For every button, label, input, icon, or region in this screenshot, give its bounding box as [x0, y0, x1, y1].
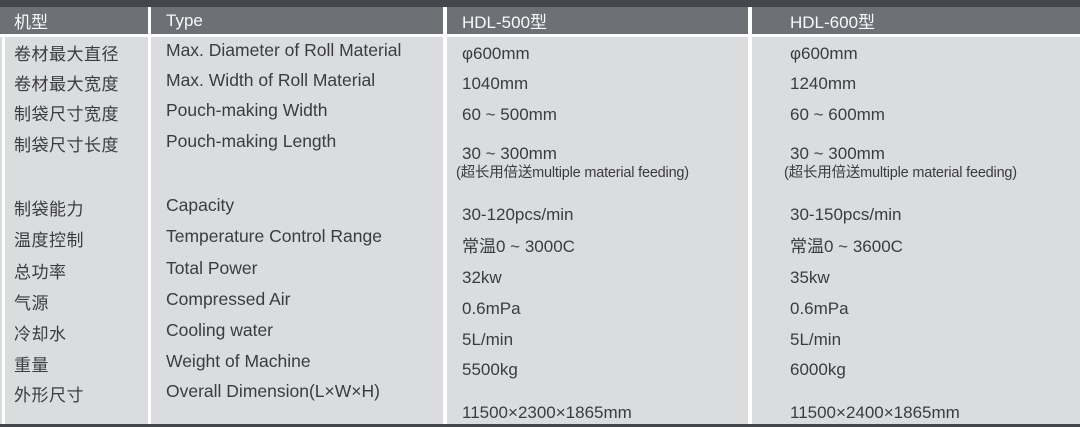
spec-label-cn: 制袋尺寸宽度 [14, 105, 119, 124]
spec-label-cn: 卷材最大直径 [14, 45, 119, 64]
spec-row-compressed-air: 气源 Compressed Air 0.6mPa 0.6mPa [0, 286, 1080, 318]
spec-row-pouch-width: 制袋尺寸宽度 Pouch-making Width 60 ~ 500mm 60 … [0, 97, 1080, 128]
spec-value-hdl500: 30 ~ 300mm (超长用倍送multiple material feedi… [445, 128, 750, 192]
spec-label-cn: 冷却水 [14, 325, 67, 344]
spec-value-hdl500: 30-120pcs/min [462, 205, 574, 224]
spec-value-hdl600: φ600mm [790, 44, 858, 63]
spec-row-total-power: 总功率 Total Power 32kw 35kw [0, 255, 1080, 287]
spec-value-hdl600: 6000kg [790, 360, 846, 379]
spec-label-cn: 制袋能力 [14, 200, 84, 219]
spec-value-hdl600: 5L/min [790, 330, 842, 349]
spec-value-hdl500: 11500×2300×1865mm [462, 403, 632, 422]
spec-value-hdl500: 60 ~ 500mm [462, 105, 557, 124]
spec-label-cn: 外形尺寸 [14, 386, 84, 405]
header-hdl500: HDL-500型 [462, 13, 548, 32]
value-note: (超长用倍送multiple material feeding) [456, 165, 689, 181]
left-edge-divider [2, 37, 5, 424]
column-divider-hdl500-hdl600 [748, 7, 752, 424]
spec-label-en: Weight of Machine [166, 351, 311, 371]
header-model: 机型 [14, 13, 48, 32]
spec-label-cn: 气源 [14, 294, 49, 313]
spec-row-temperature: 温度控制 Temperature Control Range 常温0 ~ 300… [0, 223, 1080, 256]
spec-label-en: Pouch-making Width [166, 100, 328, 120]
spec-label-cn: 制袋尺寸长度 [14, 136, 119, 155]
spec-value-hdl600: 0.6mPa [790, 299, 849, 318]
spec-value-hdl500: 5L/min [462, 330, 514, 349]
spec-row-weight: 重量 Weight of Machine 5500kg 6000kg [0, 348, 1080, 379]
spec-label-en: Pouch-making Length [166, 131, 337, 151]
spec-row-pouch-length: 制袋尺寸长度 Pouch-making Length 30 ~ 300mm (超… [0, 128, 1080, 192]
spec-label-en: Max. Width of Roll Material [166, 70, 376, 90]
spec-label-en: Cooling water [166, 320, 273, 340]
spec-table-body: 卷材最大直径 Max. Diameter of Roll Material φ6… [0, 37, 1080, 424]
spec-value-hdl600: 30-150pcs/min [790, 205, 902, 224]
spec-row-max-width: 卷材最大宽度 Max. Width of Roll Material 1040m… [0, 67, 1080, 97]
spec-value-hdl600: 30 ~ 300mm (超长用倍送multiple material feedi… [750, 128, 1080, 192]
spec-label-cn: 温度控制 [14, 231, 84, 250]
bottom-rule [0, 424, 1080, 427]
spec-row-capacity: 制袋能力 Capacity 30-120pcs/min 30-150pcs/mi… [0, 192, 1080, 224]
spec-value-hdl500: 0.6mPa [462, 299, 521, 318]
spec-value-hdl600: 1240mm [790, 74, 857, 93]
column-divider-model-type [148, 7, 151, 424]
spec-row-cooling-water: 冷却水 Cooling water 5L/min 5L/min [0, 317, 1080, 349]
spec-value-hdl500: 1040mm [462, 74, 529, 93]
spec-value-hdl600: 35kw [790, 268, 830, 287]
spec-value-hdl600: 11500×2400×1865mm [790, 403, 960, 422]
value-main: 30 ~ 300mm [790, 144, 885, 163]
value-main: 30 ~ 300mm [462, 144, 557, 163]
spec-label-cn: 总功率 [14, 263, 67, 282]
spec-value-hdl600: 常温0 ~ 3600C [790, 237, 903, 256]
spec-value-hdl500: φ600mm [462, 44, 530, 63]
header-type: Type [166, 10, 203, 30]
spec-label-en: Temperature Control Range [166, 226, 382, 246]
column-divider-type-hdl500 [443, 7, 447, 424]
spec-label-en: Max. Diameter of Roll Material [166, 40, 402, 60]
spec-value-hdl600: 60 ~ 600mm [790, 105, 885, 124]
spec-label-cn: 重量 [14, 356, 49, 375]
spec-label-en: Overall Dimension(L×W×H) [166, 381, 380, 401]
value-note: (超长用倍送multiple material feeding) [784, 165, 1017, 181]
spec-row-overall-dimension: 外形尺寸 Overall Dimension(L×W×H) 11500×2300… [0, 378, 1080, 422]
spec-value-hdl500: 常温0 ~ 3000C [462, 237, 575, 256]
header-hdl600: HDL-600型 [790, 13, 876, 32]
spec-label-en: Compressed Air [166, 289, 291, 309]
spec-value-hdl500: 32kw [462, 268, 502, 287]
spec-label-cn: 卷材最大宽度 [14, 75, 119, 94]
spec-row-max-diameter: 卷材最大直径 Max. Diameter of Roll Material φ6… [0, 37, 1080, 67]
header-row: 机型 Type HDL-500型 HDL-600型 [0, 7, 1080, 34]
header-underline [0, 34, 1080, 37]
spec-label-en: Capacity [166, 195, 235, 215]
top-strip [0, 0, 1080, 7]
spec-label-en: Total Power [166, 258, 258, 278]
spec-value-hdl500: 5500kg [462, 360, 518, 379]
